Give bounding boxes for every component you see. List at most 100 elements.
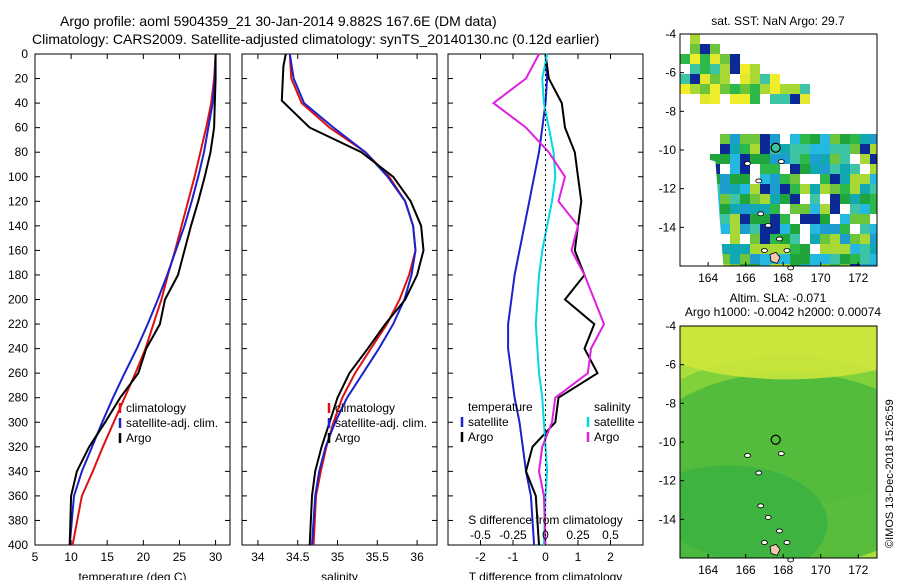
- sst-cell: [870, 174, 877, 184]
- sst-cell: [750, 134, 760, 144]
- sst-cell: [770, 144, 780, 154]
- sst-cell: [780, 254, 790, 264]
- sla-map-ytick-label: -8: [665, 396, 676, 410]
- sst-cell: [780, 264, 790, 266]
- sst-cell: [800, 164, 810, 174]
- sst-cell: [830, 174, 840, 184]
- sst-cell: [830, 244, 840, 254]
- sst-cell: [770, 234, 780, 244]
- sst-cell: [790, 194, 800, 204]
- sst-cell: [770, 174, 780, 184]
- sst-cell: [830, 224, 840, 234]
- sla-map-ytick-label: -4: [665, 319, 676, 333]
- sst-cell: [790, 154, 800, 164]
- depth-tick-label: 0: [21, 47, 28, 61]
- sst-cell: [710, 154, 720, 164]
- sst-cell: [820, 264, 830, 266]
- sst-cell: [800, 244, 810, 254]
- sla-map-island: [787, 557, 795, 563]
- temperature-xtick-label: 5: [32, 550, 39, 564]
- sst-cell: [780, 214, 790, 224]
- sst-cell: [830, 164, 840, 174]
- sst-cell: [720, 194, 730, 204]
- sst-cell: [790, 264, 800, 266]
- sst-cell: [730, 154, 740, 164]
- sst-cell: [830, 264, 840, 266]
- sst-cell: [750, 154, 760, 164]
- sst-cell: [820, 134, 830, 144]
- sst-map-xtick-label: 170: [811, 271, 831, 285]
- depth-tick-label: 20: [15, 72, 29, 86]
- sst-cell: [730, 54, 740, 64]
- salinity-series-argo: [280, 53, 425, 546]
- sst-cell: [760, 204, 770, 214]
- sst-cell: [800, 214, 810, 224]
- depth-tick-label: 220: [8, 317, 28, 331]
- sst-cell: [720, 134, 730, 144]
- salinity-xlabel: salinity: [321, 570, 358, 580]
- sst-map-xtick-label: 166: [736, 271, 756, 285]
- salinity-xtick-label: 34: [251, 550, 265, 564]
- depth-tick-label: 300: [8, 415, 28, 429]
- sst-cell: [780, 144, 790, 154]
- diff-legend-salinity-label: Argo: [594, 430, 620, 444]
- depth-tick-label: 260: [8, 366, 28, 380]
- depth-tick-label: 60: [15, 121, 29, 135]
- sst-cell: [770, 154, 780, 164]
- sst-cell: [800, 204, 810, 214]
- sst-cell: [760, 184, 770, 194]
- temperature-xlabel: temperature (deg C): [78, 570, 186, 580]
- sst-map-island: [787, 265, 795, 271]
- sst-cell: [760, 224, 770, 234]
- sst-cell: [840, 244, 850, 254]
- sst-cell: [780, 94, 790, 104]
- sst-cell: [800, 134, 810, 144]
- salinity-xtick-label: 35.5: [366, 550, 390, 564]
- sst-cell: [810, 214, 820, 224]
- sst-cell: [840, 264, 850, 266]
- sst-cell: [870, 264, 877, 266]
- sst-cell: [680, 74, 690, 84]
- sst-cell: [740, 164, 750, 174]
- sst-cell: [710, 74, 720, 84]
- depth-tick-label: 240: [8, 342, 28, 356]
- sst-cell: [750, 194, 760, 204]
- sst-cell: [820, 234, 830, 244]
- depth-tick-label: 280: [8, 391, 28, 405]
- salinity-frame: [241, 53, 438, 546]
- sst-cell: [710, 64, 720, 74]
- sst-map-island: [757, 211, 765, 217]
- sst-cell: [820, 214, 830, 224]
- sst-cell: [830, 254, 840, 264]
- sst-cell: [730, 234, 740, 244]
- sst-cell: [730, 174, 740, 184]
- sst-cell: [720, 204, 730, 214]
- difference-series-salinity-satellite: [534, 53, 557, 546]
- sst-cell: [810, 204, 820, 214]
- sla-map-ytick-label: -14: [659, 512, 677, 526]
- diff-legend-temperature-title: temperature: [468, 400, 533, 414]
- salinity-panel: 34 34.5 35 35.5 36 salinity climatologysatelli…: [241, 53, 438, 580]
- sst-cell: [700, 84, 710, 94]
- sst-cell: [720, 264, 730, 266]
- sst-cell: [750, 244, 760, 254]
- sst-cell: [860, 204, 870, 214]
- sla-map-xtick-label: 172: [848, 563, 868, 577]
- sst-cell: [750, 204, 760, 214]
- sla-map-island: [783, 540, 791, 545]
- sst-cell: [810, 134, 820, 144]
- sst-cell: [760, 254, 770, 264]
- sst-cell: [870, 234, 877, 244]
- sst-cell: [870, 244, 877, 254]
- sst-cell: [740, 64, 750, 74]
- sst-cell: [740, 144, 750, 154]
- sst-cell: [700, 64, 710, 74]
- sst-cell: [790, 164, 800, 174]
- sst-cell: [790, 84, 800, 94]
- sla-map-image: [680, 326, 877, 558]
- sst-cell: [810, 234, 820, 244]
- sst-cell: [830, 144, 840, 154]
- temperature-xtick-label: 20: [137, 550, 151, 564]
- sst-cell: [820, 254, 830, 264]
